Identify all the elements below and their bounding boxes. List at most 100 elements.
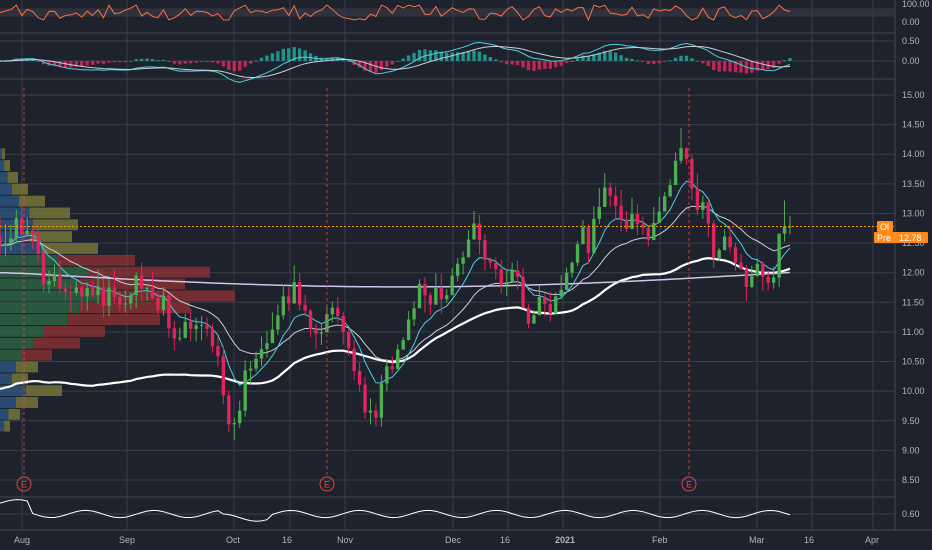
macd-histogram-bar (238, 61, 242, 71)
macd-histogram-bar (276, 51, 280, 61)
time-tick-label: Mar (749, 535, 765, 545)
macd-histogram-bar (172, 61, 177, 64)
macd-histogram-bar (139, 58, 144, 61)
macd-histogram-bar (156, 60, 160, 62)
macd-histogram-bar (189, 61, 193, 64)
candle-body (401, 340, 405, 350)
macd-histogram-bar (248, 61, 253, 64)
candle-body (139, 275, 144, 289)
macd-histogram-bar (521, 61, 525, 68)
candle-body (368, 410, 373, 413)
candle-body (25, 230, 29, 235)
macd-histogram-bar (363, 61, 367, 71)
candle-body (701, 202, 705, 210)
last-price-tag: Pre 12.78 (874, 232, 928, 243)
volume-profile-bar (0, 326, 45, 337)
candle-body (265, 343, 269, 350)
candle-body (559, 289, 563, 297)
price-tick-label: 15.00 (902, 90, 925, 100)
candle-body (129, 295, 133, 304)
candle-body (652, 222, 656, 241)
macd-histogram-bar (183, 61, 187, 64)
candle-body (510, 270, 514, 283)
candle-body (134, 275, 138, 296)
lower-indicator-pane (0, 499, 791, 522)
open-tag: Ol (877, 221, 893, 232)
candle-body (439, 288, 443, 300)
macd-histogram-bar (788, 58, 792, 61)
time-tick-label: Dec (445, 535, 462, 545)
last-price-label: 12.78 (899, 233, 922, 243)
macd-histogram-bar (36, 61, 40, 62)
macd-histogram-bar (728, 61, 732, 72)
macd-histogram-bar (145, 58, 149, 61)
macd-histogram-bar (722, 61, 727, 72)
macd-histogram-bar (150, 59, 155, 61)
volume-profile-bar (0, 361, 16, 373)
macd-histogram-bar (717, 61, 721, 72)
candle-body (336, 307, 340, 316)
volume-profile (0, 148, 235, 432)
macd-histogram-bar (586, 56, 591, 61)
price-axis[interactable]: 15.00 14.50 14.00 13.50 13.00 12.50 12.00 11.50… (902, 0, 930, 519)
volume-profile-bar (2, 148, 5, 160)
candle-body (423, 283, 427, 296)
volume-profile-bar (11, 183, 28, 195)
candle-body (31, 230, 35, 234)
candle-body (461, 257, 465, 264)
candle-body (330, 307, 335, 315)
volume-profile-bar (8, 408, 20, 420)
candle-body (167, 295, 171, 329)
macd-histogram-bar (401, 58, 405, 61)
macd-histogram-bar (673, 57, 678, 61)
macd-histogram-bar (396, 61, 400, 62)
earnings-marker-icon (319, 476, 335, 492)
candle-body (455, 263, 460, 276)
macd-histogram-bar (510, 61, 514, 65)
macd-histogram-bar (597, 52, 601, 61)
candle-body (771, 277, 776, 283)
candle-body (744, 269, 749, 287)
candle-body (505, 282, 509, 286)
macd-histogram-bar (297, 48, 302, 61)
sma-200-line (0, 271, 791, 288)
candle-body (597, 206, 601, 219)
macd-histogram-bar (668, 60, 672, 62)
macd-histogram-bar (178, 61, 182, 65)
candle-body (347, 331, 351, 349)
candle-body (712, 223, 716, 258)
candle-body (379, 383, 384, 418)
time-tick-label: 16 (804, 535, 814, 545)
candle-body (717, 250, 721, 258)
macd-histogram-bar (423, 49, 427, 61)
candle-body (63, 288, 68, 293)
lower-tick-label: 0.60 (902, 509, 920, 519)
candle-body (314, 328, 318, 334)
candle-body (635, 214, 640, 225)
time-axis[interactable]: Aug Sep Oct 16 Nov Dec 16 2021 Feb Mar 16 Apr (14, 535, 879, 545)
earnings-marker-icon (681, 476, 697, 492)
macd-histogram-bar (216, 61, 220, 64)
candle-body (396, 349, 400, 370)
macd-histogram-bar (483, 54, 487, 61)
volume-profile-bar (0, 243, 42, 254)
candle-body (156, 298, 160, 311)
volume-profile-bar (56, 254, 136, 266)
volume-profile-bar (0, 337, 34, 349)
macd-histogram-bar (287, 48, 291, 61)
candle-body (341, 315, 345, 332)
volume-profile-bar (0, 183, 12, 195)
candle-body (630, 214, 634, 229)
candle-body (608, 187, 612, 196)
candle-body (722, 236, 727, 251)
candle-body (96, 286, 100, 296)
candle-body (570, 262, 574, 273)
macd-histogram-bar (368, 61, 373, 73)
macd-histogram-bar (129, 61, 133, 62)
candle-body (118, 296, 122, 305)
candle-body (417, 283, 422, 309)
macd-histogram-bar (499, 61, 503, 63)
volume-profile-bar (30, 231, 73, 243)
macd-pane (0, 41, 792, 83)
